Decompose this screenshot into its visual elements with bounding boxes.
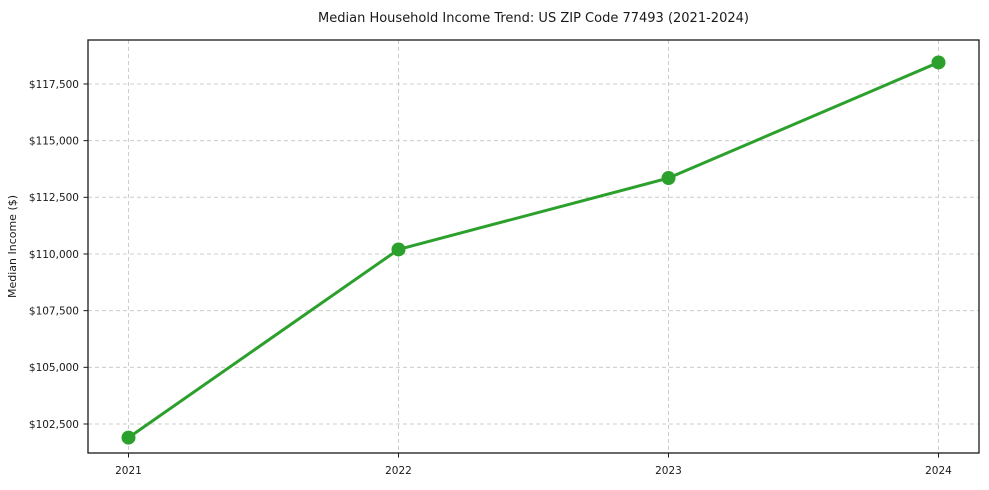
x-tick-label: 2024: [925, 465, 952, 477]
y-tick-label: $117,500: [29, 79, 79, 91]
y-tick-label: $115,000: [29, 135, 79, 147]
data-point-2022: [391, 242, 406, 257]
grid-layer: [88, 40, 979, 453]
tick-labels-layer: $102,500 $105,000 $107,500 $110,000 $112,500…: [29, 79, 952, 477]
data-point-2023: [661, 171, 676, 186]
y-tick-label: $110,000: [29, 249, 79, 261]
y-axis-label: Median Income ($): [6, 195, 19, 298]
chart-title: Median Household Income Trend: US ZIP Co…: [318, 11, 749, 26]
x-tick-label: 2023: [655, 465, 682, 477]
plot-border: [87, 39, 980, 454]
axis-ticks-layer: [83, 83, 939, 458]
x-tick-label: 2022: [385, 465, 412, 477]
y-tick-label: $107,500: [29, 305, 79, 317]
series-layer: [121, 55, 946, 445]
y-tick-label: $102,500: [29, 419, 79, 431]
trend-line-median-household-income: [127, 61, 940, 439]
x-tick-label: 2021: [115, 465, 142, 477]
y-tick-label: $105,000: [29, 362, 79, 374]
y-tick-label: $112,500: [29, 192, 79, 204]
data-point-2024: [931, 55, 946, 70]
data-point-2021: [121, 430, 136, 445]
